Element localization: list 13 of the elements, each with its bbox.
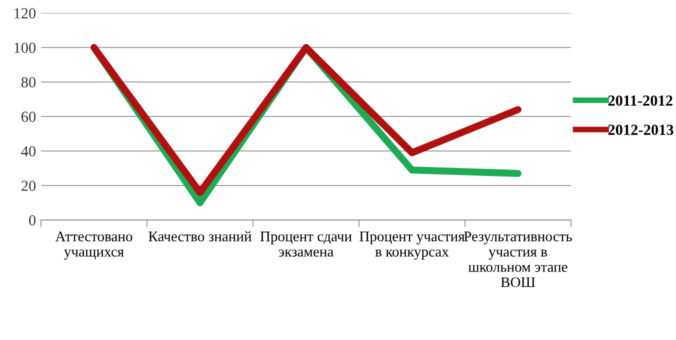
x-tick-label: Процент сдачи экзамена — [260, 232, 352, 257]
legend-label: 2012-2013 — [608, 124, 674, 135]
y-tick-label: 80 — [21, 77, 36, 88]
x-tick-label: Процент участия в конкурсах — [360, 232, 465, 260]
y-tick-label: 100 — [14, 42, 36, 53]
x-tick-label: Результативность участия в школьном этапе ВОШ — [464, 232, 572, 288]
x-tick-label: Аттестовано учащихся — [55, 232, 132, 260]
y-tick-label: 20 — [22, 180, 36, 191]
y-tick-label: 40 — [21, 146, 36, 156]
y-tick-label: 120 — [14, 8, 36, 18]
x-tick-label: Качество знаний — [148, 231, 252, 242]
y-tick-label: 0 — [29, 215, 36, 226]
y-tick-label: 60 — [22, 112, 36, 122]
